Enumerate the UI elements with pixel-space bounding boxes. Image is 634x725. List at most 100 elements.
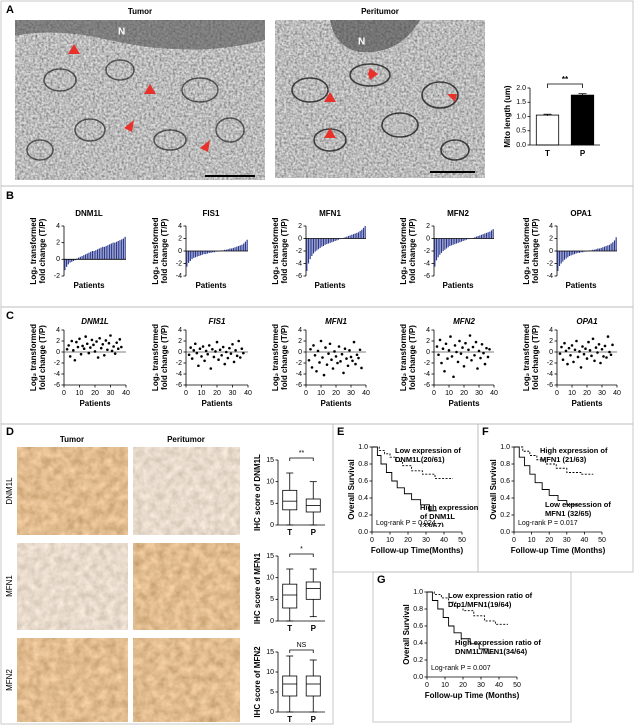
bar <box>605 246 607 251</box>
x-tick-label: 50 <box>458 537 466 544</box>
point <box>72 349 75 352</box>
bar <box>610 243 612 251</box>
point <box>455 350 458 354</box>
x-tick-label: P <box>311 624 317 633</box>
bar <box>322 238 325 246</box>
point <box>597 343 601 346</box>
x-tick-label: 0 <box>555 390 559 397</box>
point <box>110 349 114 353</box>
point <box>322 373 326 377</box>
bar <box>444 238 446 250</box>
point <box>228 346 231 350</box>
point <box>576 355 580 359</box>
point <box>309 347 312 351</box>
point <box>65 347 69 351</box>
point <box>609 353 613 357</box>
y-tick-label: -4 <box>176 273 182 280</box>
y-tick-label: 1.0 <box>358 444 368 451</box>
bar <box>103 246 106 260</box>
panel-label: C <box>6 310 14 322</box>
point <box>450 355 454 358</box>
point <box>194 342 197 346</box>
bar <box>615 237 617 251</box>
point <box>325 363 329 366</box>
x-tick-label: 20 <box>404 537 412 544</box>
y-tick-label: 0 <box>298 235 302 242</box>
point <box>351 359 354 363</box>
bar <box>74 259 76 261</box>
bar <box>114 242 116 260</box>
x-tick-label: P <box>311 528 317 537</box>
bar <box>582 251 584 253</box>
point <box>570 344 574 347</box>
x-tick-label: T <box>287 624 292 633</box>
y-axis-label: fold change (T/P) <box>531 325 540 390</box>
y-tick-label: -6 <box>424 382 430 389</box>
point <box>603 344 607 348</box>
point <box>242 351 245 355</box>
bar <box>316 238 318 251</box>
point <box>116 347 120 351</box>
y-axis-label: IHC score of MFN1 <box>253 552 262 624</box>
bar <box>447 238 449 248</box>
y-tick-label: 0 <box>178 349 182 356</box>
point <box>470 358 473 362</box>
point <box>201 345 205 348</box>
y-axis-label: Overall Survival <box>347 459 356 519</box>
bar <box>598 248 601 251</box>
point <box>358 348 362 352</box>
bar <box>91 251 94 260</box>
bar <box>67 259 69 265</box>
x-axis-label: Patients <box>73 281 105 290</box>
bar <box>565 251 567 259</box>
point <box>330 358 333 362</box>
y-tick-label: -6 <box>296 382 302 389</box>
bar <box>562 251 564 262</box>
nucleus-label: N <box>118 27 125 38</box>
bar <box>79 256 81 260</box>
annotation: Log-rank P = 0.024 <box>376 520 436 527</box>
bar <box>595 249 597 251</box>
bar <box>560 251 562 264</box>
point <box>333 350 336 353</box>
y-tick-label: -4 <box>424 260 430 267</box>
x-tick-label: 10 <box>568 390 576 397</box>
point <box>578 350 581 353</box>
point <box>594 346 598 349</box>
point <box>98 336 101 340</box>
point <box>600 347 604 351</box>
bar <box>450 238 453 246</box>
y-tick-label: -6 <box>54 382 60 389</box>
bar <box>442 238 444 251</box>
y-tick-label: -4 <box>54 371 60 378</box>
point <box>464 341 467 345</box>
bar <box>578 251 581 253</box>
bar <box>477 236 479 239</box>
bar <box>186 251 188 267</box>
point <box>90 338 94 342</box>
y-tick-label: 5 <box>270 689 274 696</box>
legend-entry-box: Low expression of DNM1L(20/61) <box>395 446 461 464</box>
y-tick-label: 2.0 <box>516 85 526 92</box>
bar <box>81 256 83 260</box>
y-tick-label: 0.5 <box>516 128 526 135</box>
y-tick-label: 2 <box>426 223 430 230</box>
point <box>453 344 457 347</box>
bar <box>580 251 582 253</box>
bar <box>563 251 566 260</box>
point <box>471 345 475 349</box>
point <box>92 343 95 347</box>
y-tick-label: 1.0 <box>500 444 510 451</box>
x-tick-label: 10 <box>386 537 394 544</box>
y-tick-label: 0.0 <box>413 674 423 681</box>
point <box>443 369 446 373</box>
chart-title: OPA1 <box>576 317 598 326</box>
y-tick-label: 2 <box>56 240 60 247</box>
point <box>76 345 80 349</box>
y-tick-label: 0 <box>549 248 553 255</box>
point <box>611 343 614 347</box>
point <box>190 357 194 360</box>
point <box>563 341 566 345</box>
chart-title: MFN2 <box>453 317 475 326</box>
point <box>195 351 199 355</box>
